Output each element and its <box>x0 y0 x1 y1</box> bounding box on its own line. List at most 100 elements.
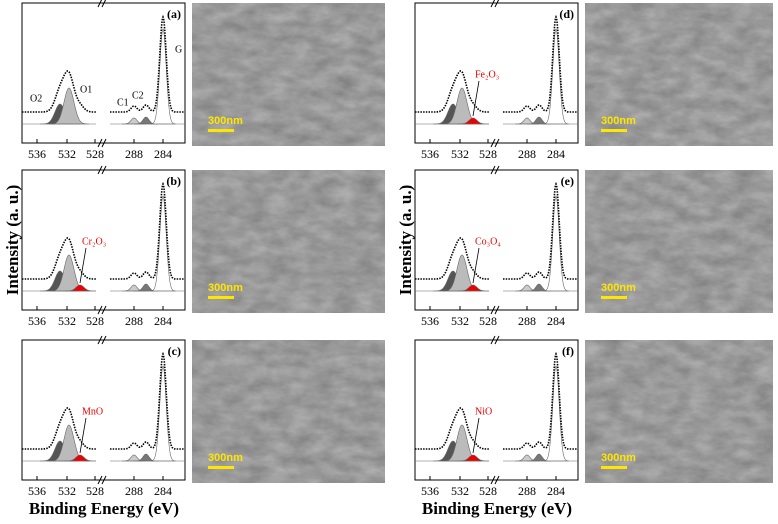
x-tick-label: 284 <box>154 484 172 498</box>
x-tick-label: 536 <box>421 484 439 498</box>
component-peak <box>150 365 176 462</box>
axis-break <box>494 165 500 175</box>
fit-envelope <box>22 237 96 280</box>
annotation-arrow <box>79 247 87 284</box>
scale-bar <box>208 466 234 469</box>
x-tick-label: 528 <box>86 147 104 161</box>
peak-annotation: O2 <box>30 93 42 104</box>
scale-bar <box>601 466 627 469</box>
peak-annotation: C2 <box>132 90 144 101</box>
axis-break <box>101 305 107 315</box>
x-axis-label: Binding Energy (eV) <box>29 499 179 518</box>
x-tick-label: 536 <box>421 314 439 328</box>
sem-texture <box>585 340 773 483</box>
x-tick-label: 532 <box>451 314 469 328</box>
y-axis-label: Intensity (a. u.) <box>3 185 22 296</box>
sem-texture <box>585 170 773 313</box>
x-tick-label: 528 <box>86 484 104 498</box>
component-peak <box>543 28 569 125</box>
x-tick-label: 284 <box>154 314 172 328</box>
x-tick-label: 528 <box>479 484 497 498</box>
x-tick-label: 284 <box>547 314 565 328</box>
x-tick-label: 284 <box>154 147 172 161</box>
component-peak <box>150 195 176 292</box>
axis-break <box>490 475 496 485</box>
axis-break <box>101 0 107 8</box>
peak-annotation: MnO <box>82 406 103 417</box>
sem-texture <box>585 3 773 146</box>
scale-bar-label: 300nm <box>208 115 243 127</box>
fit-envelope <box>503 351 578 450</box>
sem-texture <box>192 340 385 483</box>
panel-label: (b) <box>166 174 181 188</box>
x-tick-label: 536 <box>28 147 46 161</box>
peak-annotation: O1 <box>80 84 92 95</box>
axis-break <box>97 0 103 8</box>
x-tick-label: 288 <box>125 314 143 328</box>
annotation-arrow <box>472 80 480 117</box>
fit-envelope <box>503 14 578 113</box>
x-tick-label: 528 <box>86 314 104 328</box>
x-axis-label: Binding Energy (eV) <box>422 499 572 518</box>
axis-break <box>494 335 500 345</box>
x-tick-label: 288 <box>518 314 536 328</box>
axis-break <box>494 0 500 8</box>
scale-bar-label: 300nm <box>601 282 636 294</box>
axis-break <box>490 305 496 315</box>
x-tick-label: 532 <box>451 147 469 161</box>
axis-break <box>494 305 500 315</box>
fit-envelope <box>415 407 489 450</box>
component-peak <box>543 195 569 292</box>
panel-label: (e) <box>561 174 574 188</box>
x-tick-label: 284 <box>547 484 565 498</box>
x-tick-label: 536 <box>421 147 439 161</box>
fit-envelope <box>22 70 96 113</box>
x-tick-label: 288 <box>518 147 536 161</box>
x-tick-label: 528 <box>479 314 497 328</box>
x-tick-label: 288 <box>125 147 143 161</box>
peak-annotation: G <box>175 44 182 55</box>
axis-break <box>101 165 107 175</box>
axis-break <box>101 475 107 485</box>
scale-bar-label: 300nm <box>208 452 243 464</box>
x-tick-label: 288 <box>518 484 536 498</box>
scale-bar <box>601 129 627 132</box>
axis-break <box>490 165 496 175</box>
x-tick-label: 532 <box>58 484 76 498</box>
panel-label: (f) <box>562 344 574 358</box>
axis-break <box>97 335 103 345</box>
peak-annotation: NiO <box>475 406 492 417</box>
axis-break <box>97 165 103 175</box>
fit-envelope <box>110 181 185 280</box>
peak-annotation: Fe₂O₃ <box>475 69 499 80</box>
scale-bar <box>208 296 234 299</box>
scale-bar <box>601 296 627 299</box>
panel-label: (d) <box>559 7 574 21</box>
fit-envelope <box>110 351 185 450</box>
x-tick-label: 532 <box>451 484 469 498</box>
axis-break <box>490 335 496 345</box>
x-tick-label: 284 <box>547 147 565 161</box>
fit-envelope <box>415 237 489 280</box>
panel-label: (c) <box>168 344 181 358</box>
annotation-arrow <box>472 417 480 454</box>
axis-break <box>101 335 107 345</box>
annotation-arrow <box>472 247 480 284</box>
x-tick-label: 528 <box>479 147 497 161</box>
x-tick-label: 532 <box>58 147 76 161</box>
panel-label: (a) <box>167 7 181 21</box>
axis-break <box>490 0 496 8</box>
annotation-arrow <box>79 417 87 454</box>
scale-bar-label: 300nm <box>601 452 636 464</box>
peak-annotation: Cr₂O₃ <box>82 236 106 247</box>
scale-bar <box>208 129 234 132</box>
peak-annotation: Co₃O₄ <box>475 236 501 247</box>
axis-break <box>101 138 107 148</box>
fit-envelope <box>22 407 96 450</box>
peak-annotation: C1 <box>117 97 129 108</box>
axis-break <box>97 138 103 148</box>
axis-break <box>97 475 103 485</box>
component-peak <box>543 365 569 462</box>
axis-break <box>490 138 496 148</box>
x-tick-label: 536 <box>28 484 46 498</box>
